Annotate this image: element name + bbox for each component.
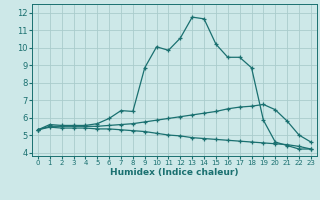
X-axis label: Humidex (Indice chaleur): Humidex (Indice chaleur) xyxy=(110,168,239,177)
